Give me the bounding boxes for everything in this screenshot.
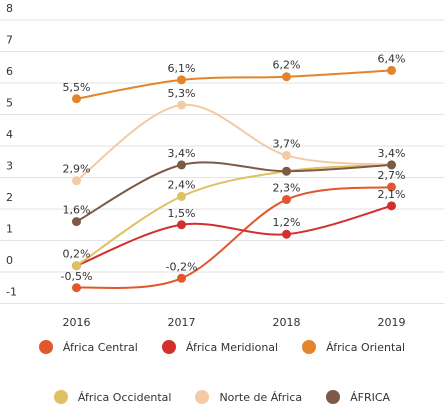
data-point: [282, 72, 291, 82]
legend-item: África Occidental: [53, 390, 172, 404]
data-point: [177, 160, 186, 170]
data-point: [177, 191, 186, 201]
data-point: [177, 75, 186, 85]
data-label: 0,2%: [63, 248, 91, 261]
data-label: 2,4%: [168, 178, 196, 191]
legend-item: África Oriental: [302, 340, 405, 354]
data-label: 3,7%: [273, 137, 301, 150]
series-line: [76, 204, 392, 267]
legend-label: África Oriental: [326, 340, 406, 354]
legend-swatch: [326, 390, 341, 404]
legend-item: África Meridional: [161, 340, 279, 354]
data-label: 5,3%: [168, 87, 196, 100]
data-label: 2,9%: [63, 163, 91, 176]
legend-label: Norte de África: [219, 390, 303, 404]
legend-item: África Central: [38, 340, 138, 354]
legend-item: Norte de África: [195, 390, 302, 404]
legend-label: África Occidental: [77, 390, 172, 404]
y-tick-label: 2: [6, 191, 13, 204]
y-tick-label: 3: [6, 160, 13, 173]
legend-swatch: [53, 390, 68, 404]
x-tick-label: 2016: [63, 316, 91, 329]
y-tick-label: 8: [6, 2, 13, 15]
series-line: [75, 163, 392, 267]
legend-swatch: [38, 340, 53, 354]
data-point: [387, 65, 396, 75]
data-point: [387, 182, 396, 192]
y-tick-label: 4: [6, 128, 13, 141]
data-point: [282, 166, 291, 176]
x-tick-label: 2019: [378, 316, 406, 329]
data-label: 2,3%: [273, 182, 301, 195]
data-point: [282, 229, 291, 239]
y-tick-label: 1: [6, 223, 13, 236]
data-label: -0,2%: [166, 260, 198, 273]
data-point: [282, 150, 291, 160]
x-tick-label: 2018: [273, 316, 301, 329]
y-tick-label: 6: [6, 65, 13, 78]
y-tick-label: -1: [6, 286, 17, 299]
legend-label: ÁFRICA: [350, 390, 391, 404]
y-tick-label: 5: [6, 97, 13, 110]
data-label: 6,2%: [273, 59, 301, 72]
data-point: [177, 220, 186, 230]
series-line: [76, 185, 392, 289]
data-point: [72, 217, 81, 227]
chart: -1 0 1 2 3 4 5 6 7 8 2016 2017 2018 2019 -0,5% -0,2% 2,3…: [0, 2, 444, 329]
y-tick-label: 7: [6, 34, 13, 47]
series-line: [75, 103, 392, 182]
data-label: 1,6%: [63, 204, 91, 217]
data-label: 5,5%: [63, 81, 91, 94]
series-line: [76, 161, 392, 223]
data-point: [177, 273, 186, 283]
data-label: 3,4%: [378, 147, 406, 160]
data-label: 6,1%: [168, 62, 196, 75]
data-point: [72, 261, 81, 271]
data-label: 1,2%: [273, 216, 301, 229]
y-tick-label: 0: [6, 254, 13, 267]
data-label: 1,5%: [168, 207, 196, 220]
data-label: 3,4%: [168, 147, 196, 160]
legend-label: África Central: [62, 340, 138, 354]
legend-swatch: [302, 340, 317, 354]
data-label: 2,1%: [378, 188, 406, 201]
series-line: [76, 69, 392, 100]
data-point: [282, 195, 291, 205]
data-point: [177, 100, 186, 110]
legend-item: ÁFRICA: [326, 390, 390, 404]
x-tick-label: 2017: [168, 316, 196, 329]
data-point: [72, 94, 81, 104]
data-point: [387, 160, 396, 170]
legend-swatch: [195, 390, 210, 404]
legend-label: África Meridional: [185, 340, 279, 354]
data-label: 6,4%: [378, 52, 406, 65]
data-label: 2,7%: [378, 169, 406, 182]
data-point: [72, 283, 81, 293]
data-label: -0,5%: [61, 270, 93, 283]
data-point: [387, 201, 396, 211]
legend-swatch: [161, 340, 176, 354]
data-point: [72, 176, 81, 186]
legend: África Central África Meridional África Or…: [10, 340, 434, 404]
